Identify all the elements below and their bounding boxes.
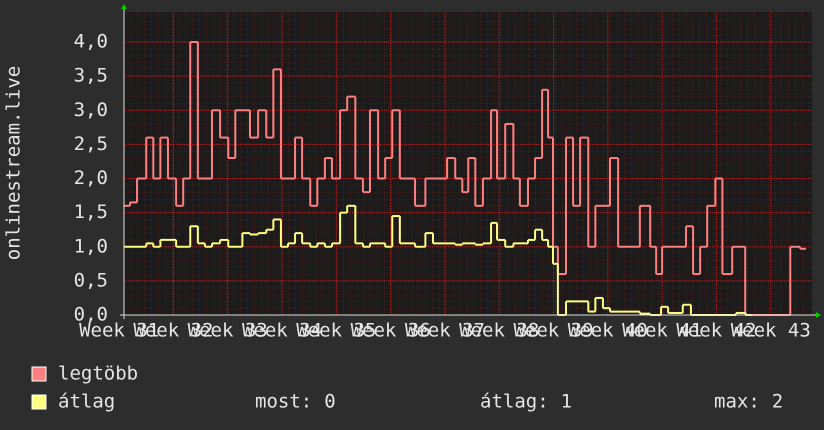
x-tick-label: Week 33 <box>188 320 268 342</box>
stat-label: átlag: <box>480 391 549 413</box>
x-tick-label: Week 40 <box>568 320 648 342</box>
y-axis-arrow <box>121 4 127 9</box>
y-tick-label: 3,5 <box>74 65 108 87</box>
x-tick-label: Week 43 <box>731 320 811 342</box>
x-tick-label: Week 31 <box>79 320 159 342</box>
stat-value: 2 <box>772 391 783 413</box>
legend-label: legtöbb <box>58 363 138 385</box>
x-tick-label: Week 42 <box>676 320 756 342</box>
y-tick-label: 3,0 <box>74 99 108 121</box>
y-tick-label: 0,0 <box>74 304 108 326</box>
y-axis-label: onlinestream.live <box>3 66 25 260</box>
x-tick-label: Week 37 <box>405 320 485 342</box>
y-tick-label: 4,0 <box>74 31 108 53</box>
stat-label: most: <box>255 391 312 413</box>
y-tick-label: 1,0 <box>74 235 108 257</box>
legend-label: átlag <box>58 391 115 413</box>
stat-value: 0 <box>324 391 335 413</box>
stat-label: max: <box>714 391 760 413</box>
y-tick-label: 2,5 <box>74 133 108 155</box>
y-tick-label: 1,5 <box>74 201 108 223</box>
y-tick-label: 0,5 <box>74 269 108 291</box>
x-tick-label: Week 34 <box>242 320 322 342</box>
step-connector <box>128 42 802 315</box>
legend-swatch <box>31 366 47 382</box>
x-tick-label: Week 36 <box>351 320 431 342</box>
stat-value: 1 <box>561 391 572 413</box>
x-axis-arrow <box>816 312 821 318</box>
x-tick-label: Week 32 <box>133 320 213 342</box>
x-tick-label: Week 39 <box>513 320 593 342</box>
y-tick-label: 2,0 <box>74 167 108 189</box>
step-connector <box>145 205 747 315</box>
x-tick-label: Week 38 <box>459 320 539 342</box>
x-tick-label: Week 35 <box>296 320 376 342</box>
legend-swatch <box>31 394 47 410</box>
x-tick-label: Week 41 <box>622 320 702 342</box>
